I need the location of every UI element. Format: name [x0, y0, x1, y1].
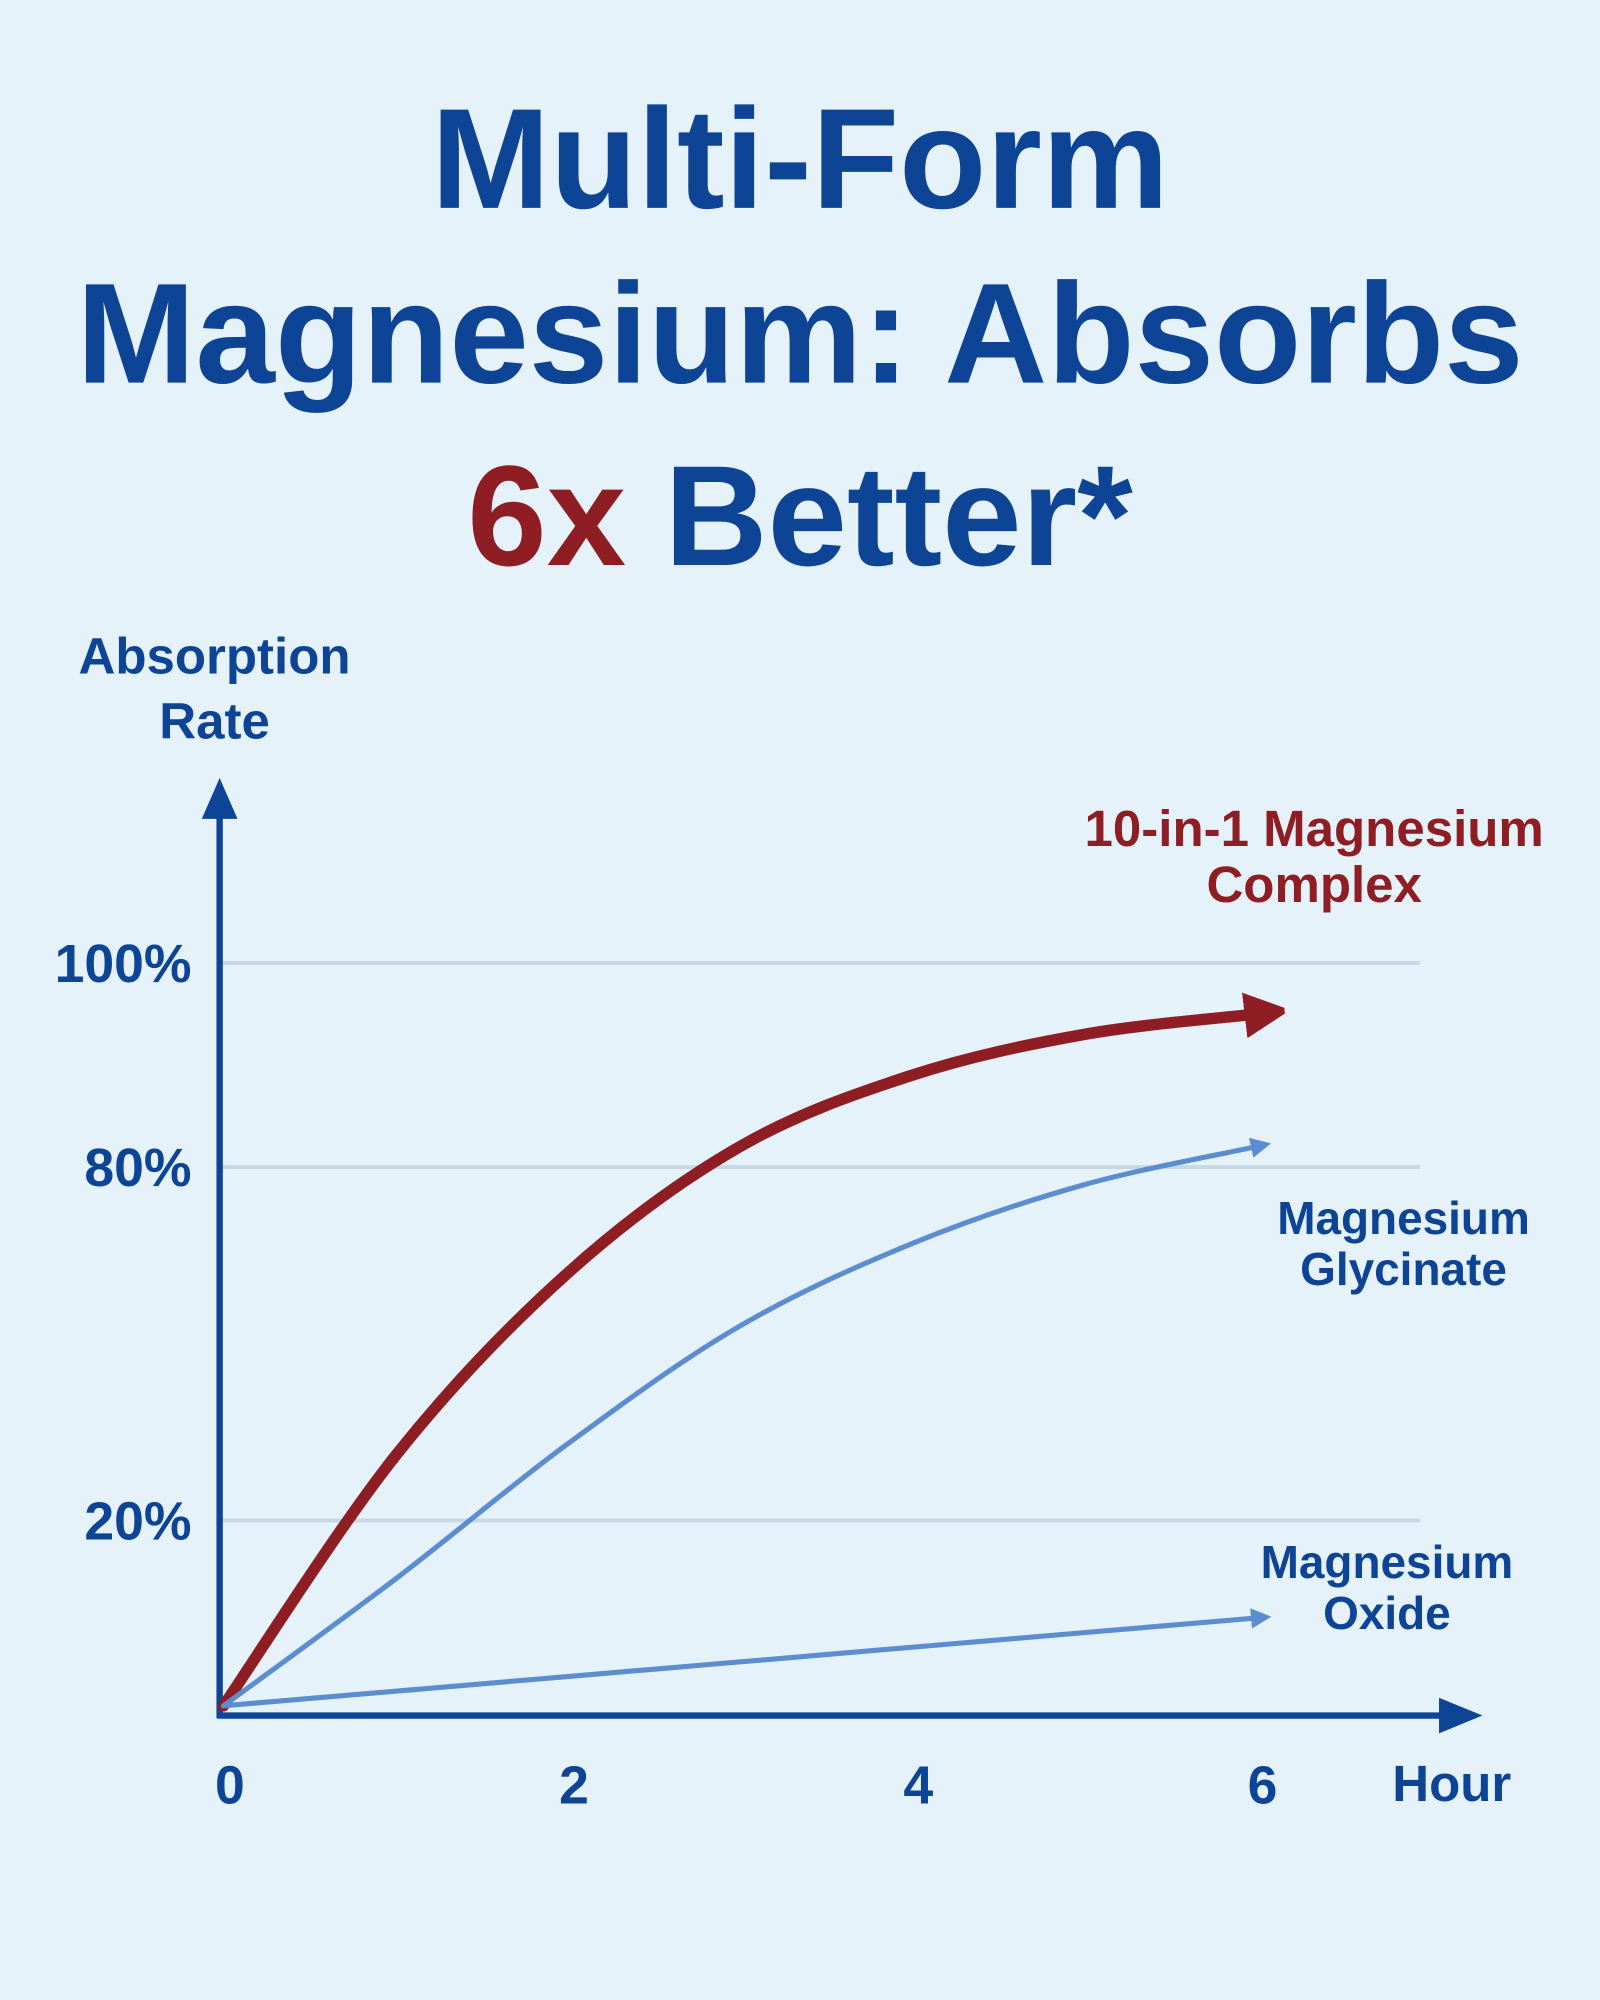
series-line	[220, 1608, 1272, 1709]
series-line	[217, 1014, 1256, 1712]
y-tick-label: 20%	[84, 1493, 191, 1552]
series-label: Magnesium Glycinate	[1277, 1191, 1530, 1295]
title-line: Multi-Form	[431, 80, 1169, 239]
title-highlight: 6x	[467, 437, 626, 596]
title-line: 6x Better*	[467, 437, 1133, 596]
x-tick-label: 4	[903, 1757, 933, 1816]
y-axis-label: Rate	[159, 693, 270, 750]
series-line	[220, 1137, 1272, 1709]
x-axis-label: Hour	[1392, 1755, 1511, 1812]
x-tick-label: 6	[1248, 1757, 1278, 1816]
y-tick-label: 100%	[55, 935, 192, 994]
series-label: Magnesium Oxide	[1260, 1536, 1514, 1639]
x-tick-label: 2	[559, 1757, 589, 1816]
series-label: 10-in-1 Magnesium Complex	[1084, 800, 1544, 914]
y-tick-label: 80%	[84, 1139, 191, 1198]
x-axis-arrow	[1439, 1697, 1483, 1734]
title-end: Better*	[664, 437, 1133, 596]
x-tick-label: 0	[215, 1757, 245, 1816]
title-line: Magnesium: Absorbs	[76, 255, 1523, 414]
y-axis-arrow	[201, 778, 238, 819]
y-axis-label: Absorption	[79, 627, 351, 684]
